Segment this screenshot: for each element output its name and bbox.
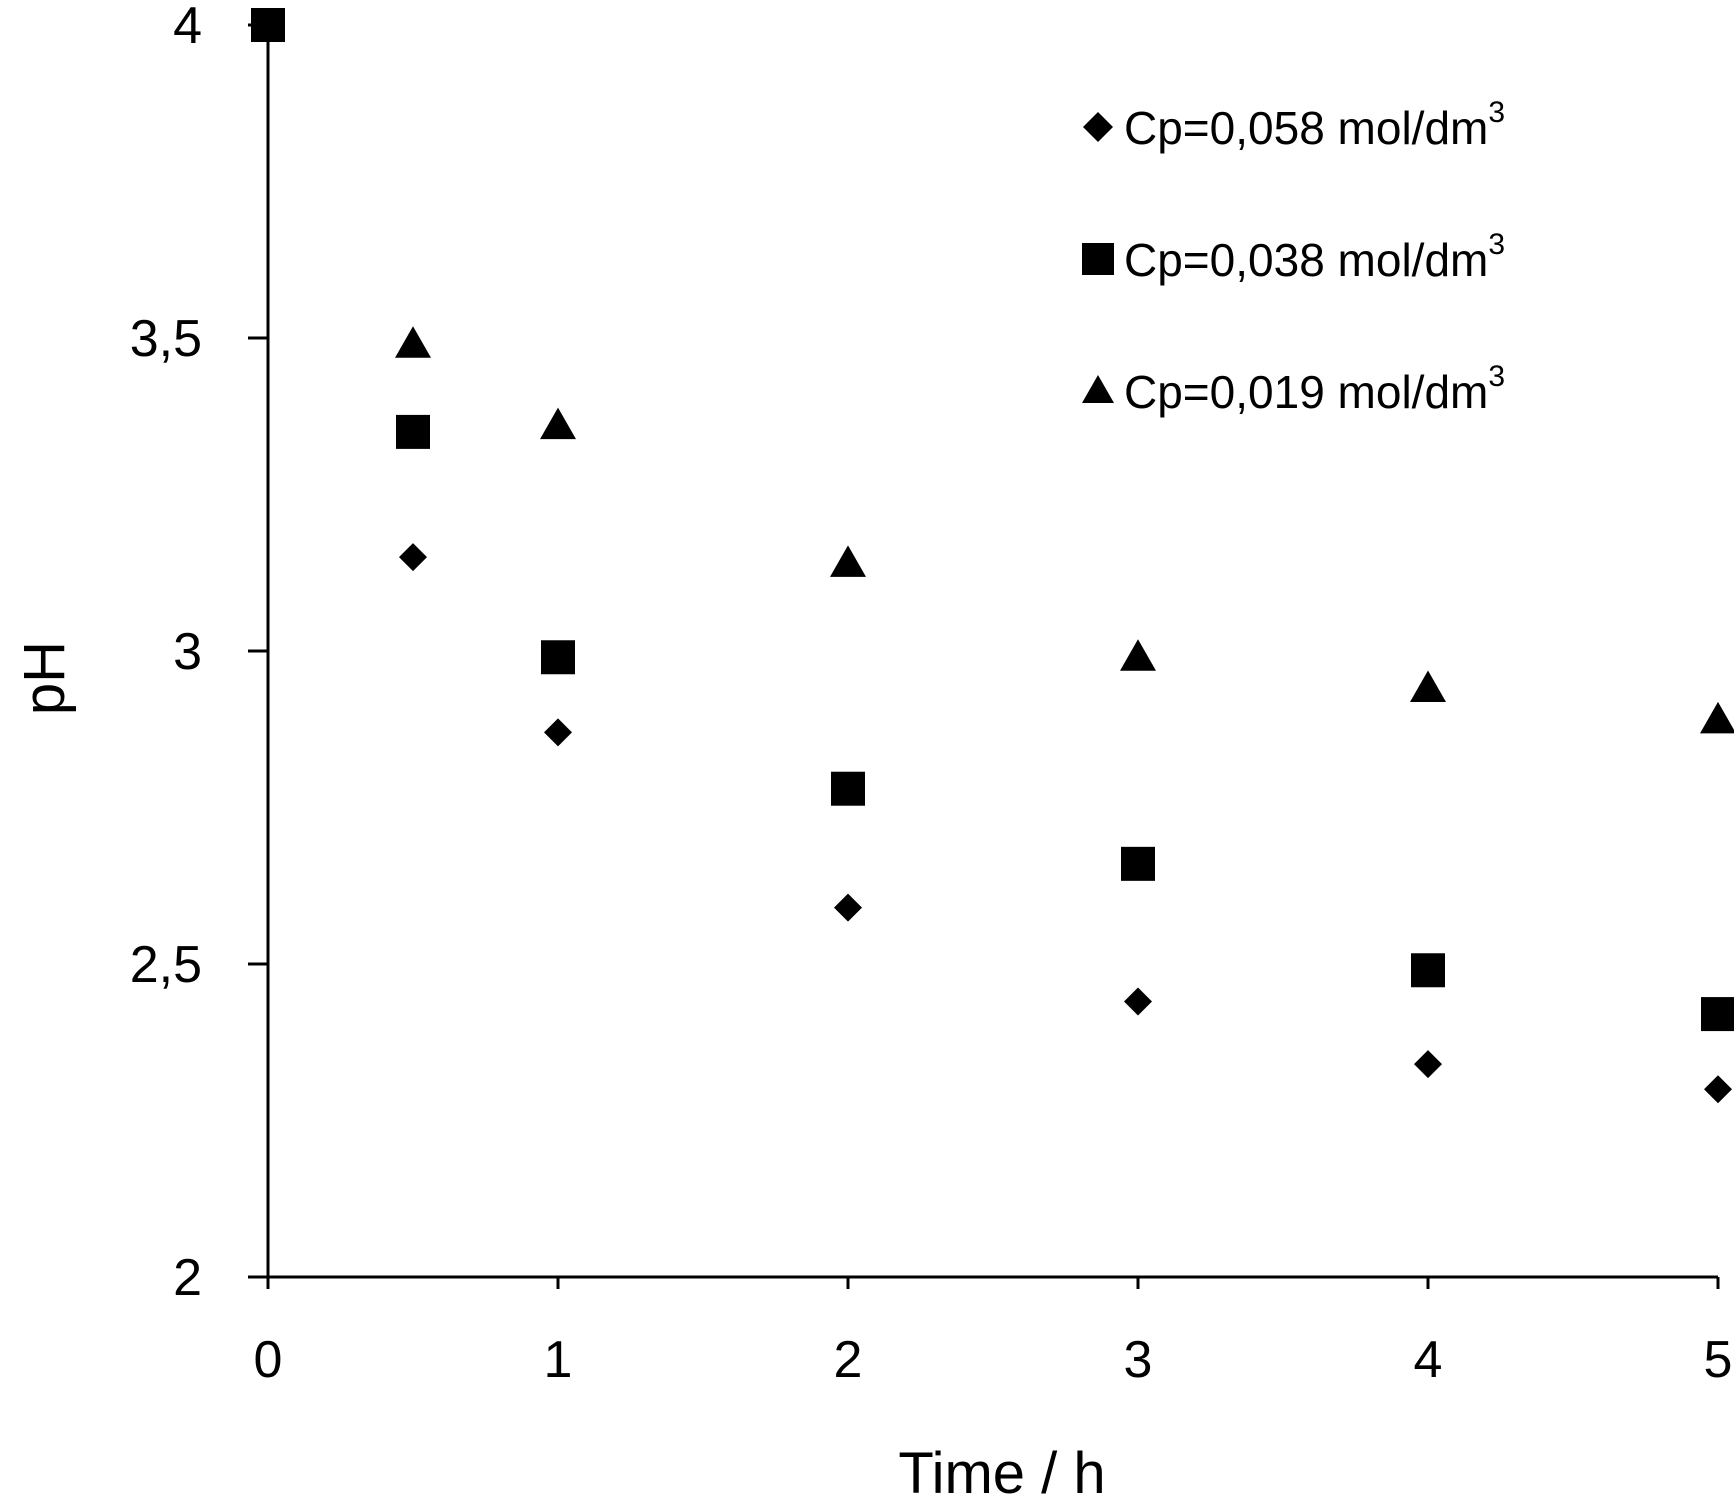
y-tick-label: 4 [173, 0, 202, 55]
square-point [541, 640, 575, 675]
diamond-point [399, 543, 427, 572]
y-tick-label: 2,5 [130, 936, 202, 994]
square-point [396, 414, 430, 449]
diamond-point [1414, 1050, 1442, 1079]
triangle-point [540, 407, 576, 440]
triangle-point [1410, 670, 1446, 703]
triangle-point [830, 545, 866, 577]
x-tick-label: 1 [544, 1331, 573, 1389]
legend: Cp=0,058 mol/dm3 Cp=0,038 mol/dm3 Cp=0,019… [1082, 96, 1505, 418]
x-axis-title: Time / h [898, 1441, 1105, 1501]
diamond-point [1704, 1075, 1732, 1104]
triangle-point [1700, 701, 1734, 734]
x-tick-label: 2 [834, 1331, 863, 1389]
series-square [251, 8, 1734, 1032]
legend-item: Cp=0,058 mol/dm3 [1083, 96, 1505, 154]
series-diamond [399, 543, 1732, 1104]
triangle-point [1120, 639, 1156, 671]
square-point [831, 771, 865, 806]
legend-diamond-marker [1083, 112, 1113, 142]
tick-labels: 0 1 2 3 4 5 2 2,5 3 3,5 4 [130, 0, 1733, 1389]
legend-square-marker [1082, 243, 1114, 275]
y-tick-label: 3,5 [130, 310, 202, 368]
triangle-point [395, 326, 431, 358]
square-point [1701, 997, 1734, 1032]
legend-triangle-marker [1082, 375, 1114, 403]
legend-item: Cp=0,038 mol/dm3 [1082, 228, 1505, 286]
diamond-point [1124, 987, 1152, 1016]
y-tick-label: 2 [173, 1249, 202, 1307]
legend-item: Cp=0,019 mol/dm3 [1082, 360, 1505, 418]
y-tick-label: 3 [173, 623, 202, 681]
data-points [251, 8, 1734, 1104]
legend-label: Cp=0,019 mol/dm3 [1124, 360, 1505, 418]
x-tick-label: 5 [1704, 1331, 1733, 1389]
x-tick-label: 4 [1414, 1331, 1443, 1389]
square-point [1411, 953, 1445, 988]
series-triangle [395, 326, 1734, 734]
x-tick-label: 0 [254, 1331, 283, 1389]
legend-label: Cp=0,058 mol/dm3 [1124, 96, 1505, 154]
x-tick-label: 3 [1124, 1331, 1153, 1389]
square-point [1121, 846, 1155, 881]
diamond-point [834, 893, 862, 922]
axes [248, 20, 1720, 1289]
legend-label: Cp=0,038 mol/dm3 [1124, 228, 1505, 286]
square-point [251, 8, 285, 42]
diamond-point [544, 718, 572, 747]
y-axis-title: pH [12, 641, 77, 715]
